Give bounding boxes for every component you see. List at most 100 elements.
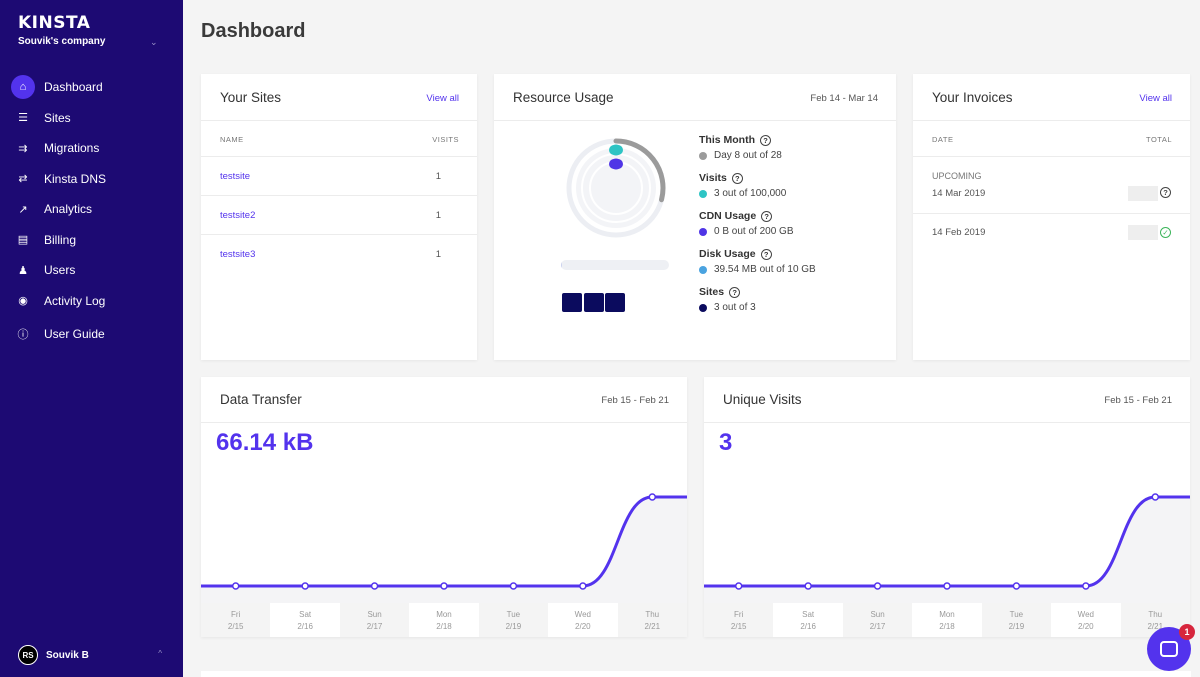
resource-usage-card: Resource Usage Feb 14 - Mar 14 This Mont… bbox=[494, 74, 896, 360]
chevron-down-icon[interactable]: ⌄ bbox=[150, 37, 158, 47]
card-title: Your Sites bbox=[220, 90, 282, 105]
sidebar-item-user-guide[interactable]: ⓘ User Guide bbox=[0, 319, 183, 350]
migrate-icon: ⇉ bbox=[18, 142, 28, 155]
column-header-date: DATE bbox=[932, 135, 954, 144]
usage-ring-chart bbox=[566, 138, 666, 238]
table-row[interactable]: testsite3 1 bbox=[201, 234, 477, 273]
data-point[interactable] bbox=[648, 493, 657, 501]
usage-item: This Month? Day 8 out of 28 bbox=[699, 134, 816, 172]
site-name-link[interactable]: testsite3 bbox=[220, 249, 256, 260]
data-point[interactable] bbox=[231, 582, 240, 590]
eye-icon: ◉ bbox=[18, 295, 28, 308]
site-name-link[interactable]: testsite bbox=[220, 171, 251, 182]
data-transfer-chart bbox=[201, 467, 687, 603]
sidebar-item-activity-log[interactable]: ◉ Activity Log bbox=[0, 286, 183, 317]
site-block bbox=[605, 293, 625, 312]
card-title: Data Transfer bbox=[220, 392, 302, 407]
data-point[interactable] bbox=[579, 582, 587, 590]
usage-item: CDN Usage? 0 B out of 200 GB bbox=[699, 210, 816, 248]
column-header-total: TOTAL bbox=[1146, 135, 1172, 144]
notification-badge: 1 bbox=[1179, 624, 1195, 640]
column-header-name: NAME bbox=[220, 135, 244, 144]
data-point[interactable] bbox=[804, 582, 812, 590]
layers-icon: ☰ bbox=[18, 112, 28, 125]
tick-label: Tue 2/19 bbox=[981, 603, 1052, 637]
legend-dot bbox=[699, 151, 707, 160]
sidebar-item-kinsta-dns[interactable]: ⇄ Kinsta DNS bbox=[0, 164, 183, 195]
card-title: Resource Usage bbox=[513, 90, 614, 105]
date-range: Feb 15 - Feb 21 bbox=[601, 395, 669, 406]
help-icon: ⓘ bbox=[17, 329, 29, 342]
tick-label: Sat 2/16 bbox=[270, 603, 340, 637]
usage-legend: This Month? Day 8 out of 28 Visits? 3 out o… bbox=[699, 134, 816, 324]
disk-usage-bar bbox=[561, 260, 669, 270]
legend-dot bbox=[699, 265, 707, 274]
series-line bbox=[704, 495, 1190, 588]
data-point[interactable] bbox=[440, 582, 448, 590]
help-icon[interactable]: ? bbox=[731, 172, 743, 184]
data-point[interactable] bbox=[1082, 582, 1090, 590]
sidebar-item-label: Users bbox=[44, 263, 76, 278]
view-all-invoices-link[interactable]: View all bbox=[1139, 93, 1172, 104]
sidebar-item-sites[interactable]: ☰ Sites bbox=[0, 103, 183, 134]
data-point[interactable] bbox=[734, 582, 743, 590]
help-icon[interactable]: ? bbox=[729, 286, 741, 298]
check-icon: ✓ bbox=[1160, 227, 1171, 238]
usage-item: Sites? 3 out of 3 bbox=[699, 286, 816, 324]
kinsta-logo[interactable]: KINSTA bbox=[18, 13, 91, 33]
sidebar-item-billing[interactable]: ▤ Billing bbox=[0, 225, 183, 256]
date-range: Feb 15 - Feb 21 bbox=[1104, 395, 1172, 406]
data-point[interactable] bbox=[873, 582, 882, 590]
usage-value: 0 B out of 200 GB bbox=[714, 226, 794, 237]
help-icon[interactable]: ? bbox=[760, 134, 771, 146]
user-menu[interactable]: RS Souvik B ^ bbox=[18, 644, 168, 666]
user-name[interactable]: Souvik B bbox=[46, 649, 89, 661]
help-icon[interactable]: ? bbox=[1160, 187, 1171, 198]
usage-value: 3 out of 100,000 bbox=[714, 188, 787, 199]
tick-label: Wed 2/20 bbox=[548, 603, 618, 637]
sidebar-item-users[interactable]: ♟ Users bbox=[0, 255, 183, 286]
avatar[interactable]: RS bbox=[18, 645, 38, 665]
usage-value: Day 8 out of 28 bbox=[714, 150, 782, 161]
usage-label: Sites bbox=[699, 286, 725, 298]
data-point[interactable] bbox=[943, 582, 951, 590]
data-point[interactable] bbox=[1012, 582, 1021, 590]
table-row[interactable]: testsite2 1 bbox=[201, 195, 477, 234]
data-point[interactable] bbox=[509, 582, 518, 590]
sidebar-item-label: Billing bbox=[44, 232, 77, 247]
card-title: Unique Visits bbox=[723, 392, 802, 407]
data-point[interactable] bbox=[370, 582, 379, 590]
usage-label: Disk Usage bbox=[699, 248, 756, 260]
help-icon[interactable]: ? bbox=[760, 248, 772, 260]
chat-icon bbox=[1160, 641, 1178, 657]
paid-invoice-date[interactable]: 14 Feb 2019 bbox=[932, 227, 986, 238]
trend-icon: ↗ bbox=[18, 203, 28, 216]
sidebar-item-analytics[interactable]: ↗ Analytics bbox=[0, 194, 183, 225]
divider bbox=[201, 120, 477, 121]
unique-visits-card: Unique Visits Feb 15 - Feb 21 3 Fri 2/15 S… bbox=[704, 377, 1190, 637]
view-all-sites-link[interactable]: View all bbox=[426, 93, 459, 104]
data-point[interactable] bbox=[301, 582, 309, 590]
table-row[interactable]: testsite 1 bbox=[201, 156, 477, 195]
column-header-visits: VISITS bbox=[432, 135, 459, 144]
usage-item: Disk Usage? 39.54 MB out of 10 GB bbox=[699, 248, 816, 286]
tick-label: Thu 2/21 bbox=[617, 603, 687, 637]
usage-label: CDN Usage bbox=[699, 210, 757, 222]
sidebar-item-dashboard[interactable]: ⌂ Dashboard bbox=[0, 72, 183, 103]
chevron-up-icon[interactable]: ^ bbox=[158, 649, 162, 658]
usage-item: Visits? 3 out of 100,000 bbox=[699, 172, 816, 210]
legend-dot bbox=[699, 303, 707, 312]
help-icon[interactable]: ? bbox=[761, 210, 773, 222]
divider bbox=[201, 422, 687, 423]
month-progress-arc bbox=[613, 138, 666, 203]
tick-label: Mon 2/18 bbox=[409, 603, 479, 637]
site-name-link[interactable]: testsite2 bbox=[220, 210, 256, 221]
upcoming-invoice-date[interactable]: 14 Mar 2019 bbox=[932, 188, 986, 199]
company-switcher[interactable]: Souvik's company bbox=[18, 36, 106, 47]
tick-label: Sun 2/17 bbox=[339, 603, 410, 637]
data-point[interactable] bbox=[1151, 493, 1160, 501]
day-axis: Fri 2/15 Sat 2/16 Sun 2/17 Mon 2/18 Tue 2/19 Wed 2/… bbox=[704, 603, 1190, 637]
card-title: Your Invoices bbox=[932, 90, 1013, 105]
sidebar-item-migrations[interactable]: ⇉ Migrations bbox=[0, 133, 183, 164]
paid-invoice-total bbox=[1128, 225, 1158, 240]
